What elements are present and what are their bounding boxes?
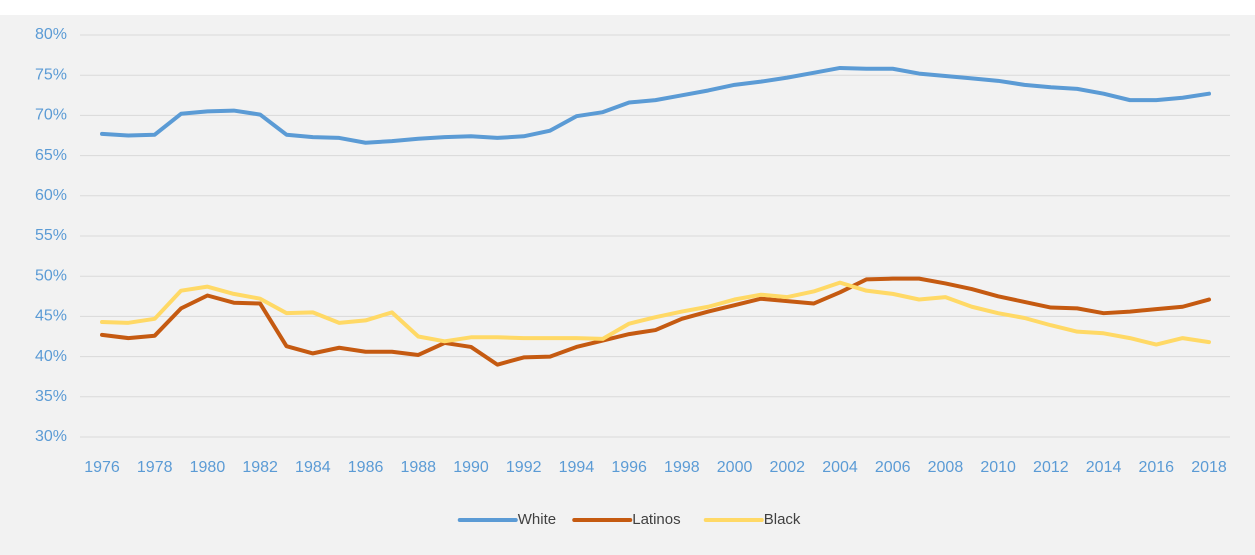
legend-label: Black — [764, 511, 801, 528]
x-tick-label: 1980 — [190, 459, 226, 476]
x-tick-label: 2004 — [822, 459, 858, 476]
x-tick-label: 1996 — [611, 459, 647, 476]
x-tick-label: 1988 — [400, 459, 436, 476]
legend-label: White — [518, 511, 556, 528]
y-tick-label: 30% — [35, 428, 67, 445]
line — [100, 280, 1211, 347]
x-tick-label: 1986 — [348, 459, 384, 476]
y-tick-label: 65% — [35, 147, 67, 164]
x-tick-label: 1976 — [84, 459, 120, 476]
x-tick-label: 1984 — [295, 459, 331, 476]
x-tick-label: 1992 — [506, 459, 542, 476]
line — [100, 65, 1211, 145]
x-tick-label: 2002 — [769, 459, 805, 476]
x-tick-label: 1998 — [664, 459, 700, 476]
x-tick-label: 2018 — [1191, 459, 1227, 476]
x-tick-label: 2006 — [875, 459, 911, 476]
y-tick-label: 45% — [35, 308, 67, 325]
x-tick-label: 1990 — [453, 459, 489, 476]
y-tick-label: 35% — [35, 388, 67, 405]
x-tick-label: 2014 — [1086, 459, 1122, 476]
y-tick-label: 60% — [35, 187, 67, 204]
x-tick-label: 2008 — [928, 459, 964, 476]
y-tick-label: 70% — [35, 107, 67, 124]
x-tick-label: 1978 — [137, 459, 173, 476]
y-tick-label: 50% — [35, 267, 67, 284]
x-tick-label: 2010 — [980, 459, 1016, 476]
x-tick-label: 1994 — [559, 459, 595, 476]
x-tick-label: 2012 — [1033, 459, 1069, 476]
legend-label: Latinos — [632, 511, 680, 528]
y-tick-label: 75% — [35, 66, 67, 83]
y-tick-label: 40% — [35, 348, 67, 365]
x-tick-label: 1982 — [242, 459, 278, 476]
y-tick-label: 80% — [35, 26, 67, 43]
x-tick-label: 2016 — [1138, 459, 1174, 476]
x-tick-label: 2000 — [717, 459, 753, 476]
line — [100, 276, 1211, 367]
y-tick-label: 55% — [35, 227, 67, 244]
